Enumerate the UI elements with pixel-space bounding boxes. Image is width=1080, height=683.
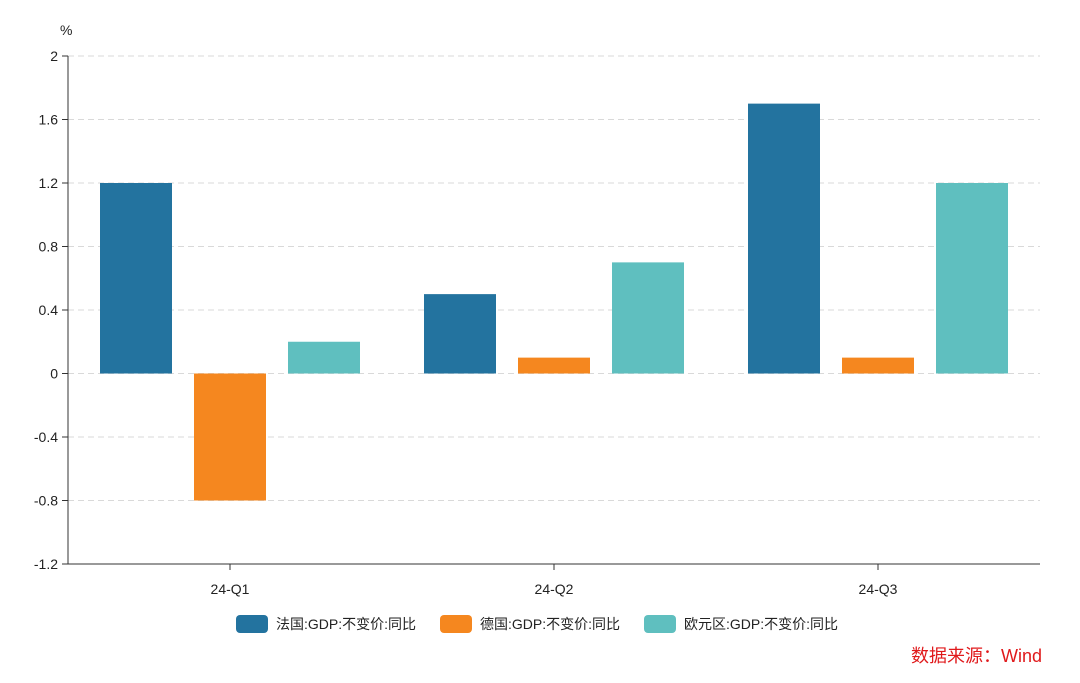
bar (748, 103, 820, 374)
y-tick-label: 1.6 (39, 112, 59, 128)
bar (288, 341, 360, 374)
bar (518, 357, 590, 374)
bar (936, 183, 1008, 374)
legend-swatch (644, 615, 676, 633)
legend-label: 法国:GDP:不变价:同比 (276, 616, 416, 632)
y-tick-label: 0.4 (39, 302, 59, 318)
legend-swatch (440, 615, 472, 633)
y-tick-label: 0 (50, 366, 58, 382)
y-tick-label: -0.8 (34, 493, 58, 509)
bar (194, 373, 266, 501)
x-tick-label: 24-Q3 (859, 581, 898, 597)
y-tick-label: 1.2 (39, 175, 59, 191)
x-tick-label: 24-Q1 (211, 581, 250, 597)
y-unit-label: % (60, 22, 72, 38)
x-tick-label: 24-Q2 (535, 581, 574, 597)
y-axis: 2 1.6 1.2 0.8 0.4 0 -0.4 -0.8 -1.2 (34, 48, 69, 572)
bar (612, 262, 684, 374)
bar (842, 357, 914, 374)
y-tick-label: -1.2 (34, 556, 58, 572)
legend: 法国:GDP:不变价:同比 德国:GDP:不变价:同比 欧元区:GDP:不变价:同比 (236, 615, 838, 633)
bar (100, 183, 172, 374)
y-tick-label: 2 (50, 48, 58, 64)
source-note: 数据来源：Wind (911, 646, 1042, 666)
y-tick-label: -0.4 (34, 429, 58, 445)
x-axis: 24-Q1 24-Q2 24-Q3 (68, 563, 1040, 597)
y-tick-label: 0.8 (39, 239, 59, 255)
legend-swatch (236, 615, 268, 633)
legend-label: 德国:GDP:不变价:同比 (480, 616, 620, 632)
bar (424, 294, 496, 374)
bars (100, 103, 1008, 501)
legend-label: 欧元区:GDP:不变价:同比 (684, 616, 838, 632)
